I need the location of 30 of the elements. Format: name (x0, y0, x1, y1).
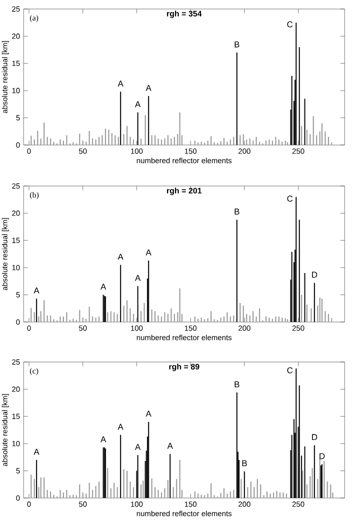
annotation: D (312, 272, 318, 278)
annotation: A (146, 249, 152, 256)
chart-title: rgh = 354 (166, 10, 202, 18)
annotation: (a) (30, 14, 38, 22)
annotation: A (134, 444, 141, 450)
annotation: A (34, 448, 40, 455)
annotation: B (234, 208, 240, 215)
annotation: C (287, 196, 293, 202)
annotation: A (118, 424, 124, 430)
annotation: A (34, 288, 40, 294)
annotation: A (118, 254, 124, 260)
annotation: A (134, 101, 141, 108)
annotation: A (167, 442, 173, 449)
annotation: A (118, 80, 124, 86)
annotation: (c) (30, 368, 38, 376)
chart-title: rgh = 201 (166, 188, 202, 196)
annotation: A (134, 275, 141, 281)
chart-title: rgh = 89 (169, 364, 200, 372)
annotation: D (320, 453, 325, 460)
annotation: A (100, 284, 106, 290)
annotation: D (312, 434, 318, 440)
annotation: C (287, 21, 293, 28)
annotation: C (287, 367, 293, 374)
annotation: A (146, 410, 152, 417)
annotation: B (242, 460, 247, 466)
annotation: A (100, 436, 106, 442)
annotation: B (234, 381, 240, 388)
annotation: (b) (30, 192, 39, 200)
annotation: A (146, 84, 152, 91)
annotation: B (234, 41, 240, 48)
